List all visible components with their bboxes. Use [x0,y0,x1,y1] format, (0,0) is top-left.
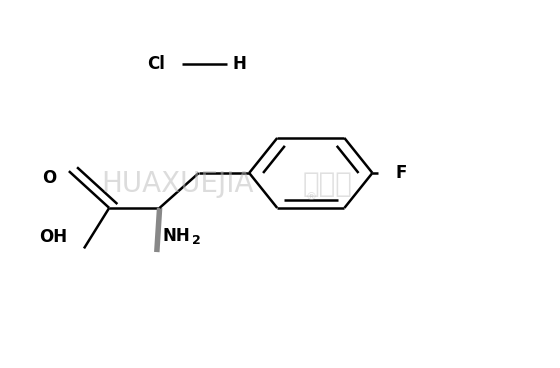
Text: 2: 2 [192,234,200,247]
Text: H: H [232,56,246,73]
Text: NH: NH [162,227,190,244]
Text: HUAXUEJIA: HUAXUEJIA [101,170,253,198]
Text: F: F [396,164,407,182]
Text: Cl: Cl [147,56,165,73]
Text: OH: OH [39,229,67,246]
Text: 化学加: 化学加 [302,170,352,198]
Text: ®: ® [305,192,316,202]
Text: O: O [42,170,56,187]
